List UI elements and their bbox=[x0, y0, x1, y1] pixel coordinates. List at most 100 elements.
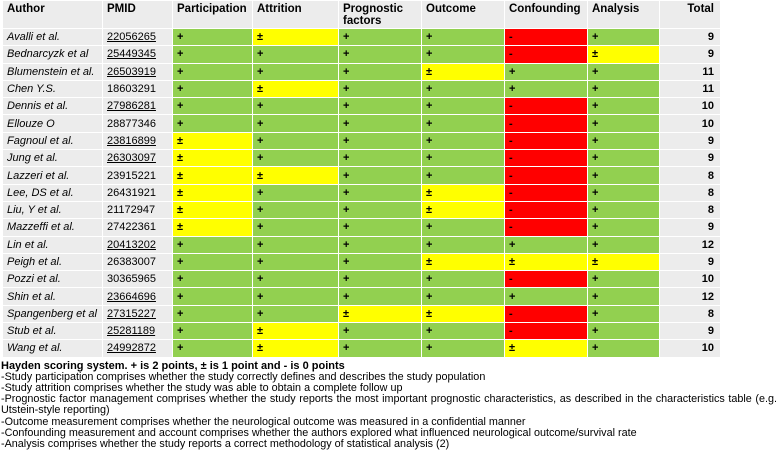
score-prognostic-factors: + bbox=[338, 218, 422, 237]
score-prognostic-factors: + bbox=[338, 114, 422, 133]
pmid-link[interactable]: 20413202 bbox=[102, 235, 173, 254]
pmid-link[interactable]: 23664696 bbox=[102, 287, 173, 306]
score-analysis: + bbox=[587, 339, 660, 358]
total-cell: 9 bbox=[659, 149, 721, 168]
score-participation: + bbox=[172, 27, 253, 47]
table-row: Dennis et al. 27986281 + + + + - +10 bbox=[2, 97, 721, 116]
table-row: Stub et al. 25281189 + ± + + - +9 bbox=[2, 322, 721, 341]
score-participation: + bbox=[172, 322, 253, 341]
legend-notes: -Study participation comprises whether t… bbox=[1, 370, 777, 450]
pmid-cell: 23915221 bbox=[102, 166, 173, 185]
table-row: Pozzi et al. 30365965 + + + + - +10 bbox=[2, 270, 721, 289]
pmid-link[interactable]: 23816899 bbox=[102, 131, 173, 151]
table-row: Chen Y.S. 18603291 + ± + + + +11 bbox=[2, 79, 721, 99]
quality-assessment-table: Author PMID Participation Attrition Prognost… bbox=[2, 0, 721, 358]
score-outcome: + bbox=[421, 339, 505, 358]
score-attrition: + bbox=[252, 45, 339, 64]
score-analysis: + bbox=[587, 131, 660, 151]
score-confounding: - bbox=[504, 166, 588, 185]
score-participation: + bbox=[172, 339, 253, 358]
score-outcome: + bbox=[421, 131, 505, 151]
score-analysis: + bbox=[587, 166, 660, 185]
pmid-link[interactable]: 22056265 bbox=[102, 27, 173, 47]
total-cell: 9 bbox=[659, 252, 721, 272]
score-participation: + bbox=[172, 270, 253, 289]
author-cell: Lazzeri et al. bbox=[2, 166, 103, 185]
score-participation: + bbox=[172, 304, 253, 324]
pmid-link[interactable]: 25449345 bbox=[102, 45, 173, 64]
score-confounding: - bbox=[504, 270, 588, 289]
score-participation: ± bbox=[172, 166, 253, 185]
score-attrition: + bbox=[252, 97, 339, 116]
score-analysis: + bbox=[587, 149, 660, 168]
score-outcome: + bbox=[421, 45, 505, 64]
column-header-analysis: Analysis bbox=[587, 0, 660, 29]
score-analysis: + bbox=[587, 97, 660, 116]
total-cell: 11 bbox=[659, 79, 721, 99]
author-cell: Spangenberg et al bbox=[2, 304, 103, 324]
score-confounding: - bbox=[504, 97, 588, 116]
score-attrition: + bbox=[252, 235, 339, 254]
score-prognostic-factors: + bbox=[338, 131, 422, 151]
score-participation: + bbox=[172, 252, 253, 272]
table-row: Wang et al. 24992872 + ± + + ± +10 bbox=[2, 339, 721, 358]
table-row: Bednarcyzk et al 25449345 + + + + - ±9 bbox=[2, 45, 721, 64]
column-header-attrition: Attrition bbox=[252, 0, 339, 29]
total-cell: 8 bbox=[659, 304, 721, 324]
score-analysis: + bbox=[587, 62, 660, 81]
score-analysis: + bbox=[587, 270, 660, 289]
score-participation: + bbox=[172, 62, 253, 81]
author-cell: Fagnoul et al. bbox=[2, 131, 103, 151]
score-analysis: + bbox=[587, 218, 660, 237]
pmid-cell: 28877346 bbox=[102, 114, 173, 133]
score-participation: + bbox=[172, 114, 253, 133]
score-participation: + bbox=[172, 97, 253, 116]
author-cell: Stub et al. bbox=[2, 322, 103, 341]
pmid-link[interactable]: 26503919 bbox=[102, 62, 173, 81]
score-attrition: ± bbox=[252, 27, 339, 47]
score-confounding: ± bbox=[504, 339, 588, 358]
pmid-link[interactable]: 27315227 bbox=[102, 304, 173, 324]
score-outcome: + bbox=[421, 166, 505, 185]
pmid-cell: 21172947 bbox=[102, 200, 173, 220]
score-outcome: ± bbox=[421, 62, 505, 81]
legend-note: -Study participation comprises whether t… bbox=[1, 370, 486, 383]
score-attrition: ± bbox=[252, 339, 339, 358]
score-analysis: ± bbox=[587, 252, 660, 272]
score-participation: + bbox=[172, 235, 253, 254]
total-cell: 10 bbox=[659, 97, 721, 116]
score-outcome: + bbox=[421, 149, 505, 168]
score-attrition: ± bbox=[252, 166, 339, 185]
total-cell: 8 bbox=[659, 183, 721, 202]
score-confounding: - bbox=[504, 149, 588, 168]
author-cell: Bednarcyzk et al bbox=[2, 45, 103, 64]
score-prognostic-factors: + bbox=[338, 27, 422, 47]
author-cell: Peigh et al. bbox=[2, 252, 103, 272]
score-outcome: + bbox=[421, 287, 505, 306]
pmid-link[interactable]: 27986281 bbox=[102, 97, 173, 116]
total-cell: 10 bbox=[659, 114, 721, 133]
pmid-link[interactable]: 26303097 bbox=[102, 149, 173, 168]
pmid-cell: 26431921 bbox=[102, 183, 173, 202]
author-cell: Jung et al. bbox=[2, 149, 103, 168]
author-cell: Lin et al. bbox=[2, 235, 103, 254]
pmid-cell: 26383007 bbox=[102, 252, 173, 272]
score-prognostic-factors: + bbox=[338, 166, 422, 185]
author-cell: Avalli et al. bbox=[2, 27, 103, 47]
score-prognostic-factors: + bbox=[338, 287, 422, 306]
score-outcome: + bbox=[421, 97, 505, 116]
score-prognostic-factors: + bbox=[338, 149, 422, 168]
score-confounding: + bbox=[504, 287, 588, 306]
table-body: Avalli et al. 22056265 + ± + + - +9 Bednarcyzk e… bbox=[2, 27, 721, 358]
pmid-link[interactable]: 24992872 bbox=[102, 339, 173, 358]
score-analysis: + bbox=[587, 183, 660, 202]
pmid-link[interactable]: 25281189 bbox=[102, 322, 173, 341]
score-outcome: + bbox=[421, 114, 505, 133]
score-participation: ± bbox=[172, 149, 253, 168]
score-analysis: + bbox=[587, 287, 660, 306]
score-attrition: ± bbox=[252, 322, 339, 341]
legend-note: -Analysis comprises whether the study re… bbox=[1, 438, 450, 450]
score-prognostic-factors: + bbox=[338, 339, 422, 358]
table-row: Spangenberg et al 27315227 + + ± ± - +8 bbox=[2, 304, 721, 324]
score-participation: + bbox=[172, 45, 253, 64]
